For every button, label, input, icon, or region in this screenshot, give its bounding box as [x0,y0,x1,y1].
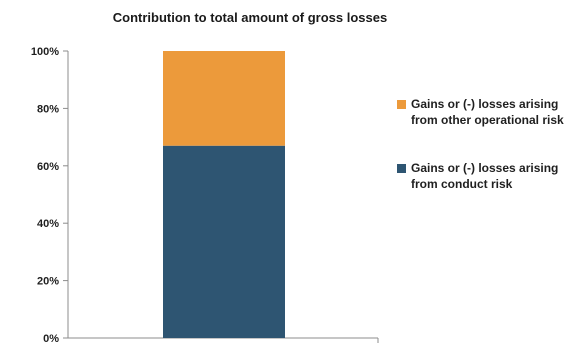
legend-item-conduct-risk: Gains or (-) losses arising from conduct… [397,160,573,192]
y-tick-label: 100% [31,46,59,58]
bar-segment-other-operational-risk [163,51,285,146]
chart-title: Contribution to total amount of gross lo… [113,10,387,25]
y-tick-label: 40% [37,218,59,230]
legend: Gains or (-) losses arising from other o… [397,96,573,224]
legend-label-conduct-risk: Gains or (-) losses arising from conduct… [411,161,559,191]
legend-item-other-operational-risk: Gains or (-) losses arising from other o… [397,96,573,128]
y-tick-label: 0% [43,333,59,345]
y-tick-label: 60% [37,161,59,173]
y-tick-label: 80% [37,103,59,115]
legend-label-other-operational-risk: Gains or (-) losses arising from other o… [411,97,564,127]
y-tick-label: 20% [37,276,59,288]
legend-swatch-orange [397,100,406,109]
legend-swatch-blue [397,164,406,173]
bar-segment-conduct-risk [163,145,285,338]
